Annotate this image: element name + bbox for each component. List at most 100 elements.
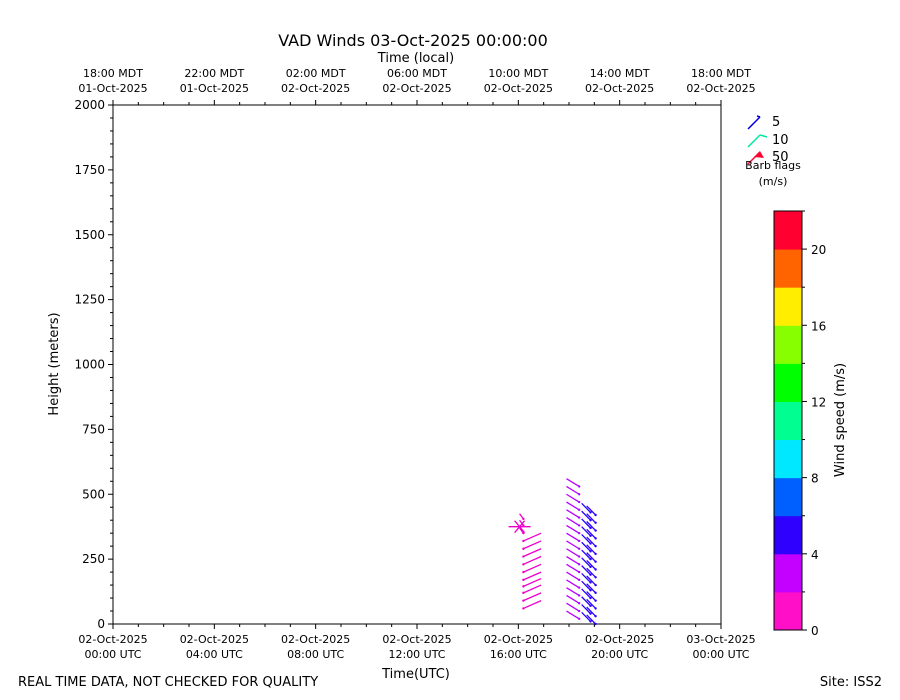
x-tick-time: 20:00 UTC — [591, 648, 648, 661]
colorbar-segment — [774, 363, 802, 402]
wind-barb — [566, 478, 580, 488]
colorbar-tick-label: 4 — [811, 548, 819, 562]
barb-station-dot — [522, 555, 525, 558]
barb-station-dot — [577, 508, 581, 512]
wind-barb — [586, 614, 597, 625]
barb-station-dot — [589, 604, 592, 608]
barb-station-dot — [577, 578, 581, 582]
barb-station-dot — [594, 599, 597, 602]
top-tick-date: 02-Oct-2025 — [281, 82, 350, 95]
wind-barb — [566, 493, 580, 503]
top-tick-date: 01-Oct-2025 — [180, 82, 249, 95]
barb-station-dot — [589, 534, 592, 537]
barb-legend-title: Barb flags — [745, 159, 801, 172]
wind-barb — [586, 598, 597, 609]
wind-barb — [566, 517, 580, 526]
top-tick-time: 06:00 MDT — [387, 67, 447, 80]
colorbar-tick-label: 0 — [811, 624, 819, 638]
y-tick-label: 1500 — [74, 228, 105, 242]
barb-station-dot — [522, 539, 525, 543]
wind-barb — [566, 524, 580, 534]
wind-barb — [566, 548, 580, 558]
wind-barb — [566, 485, 580, 495]
chart-title: VAD Winds 03-Oct-2025 00:00:00 — [278, 31, 548, 50]
wind-barb — [586, 521, 597, 532]
x-tick-time: 00:00 UTC — [692, 648, 749, 661]
x-axis-label: Time(UTC) — [381, 667, 450, 682]
x-tick-time: 12:00 UTC — [388, 648, 445, 661]
x-tick-time: 16:00 UTC — [490, 648, 547, 661]
colorbar-frame — [773, 210, 803, 631]
barb-station-dot — [577, 539, 581, 543]
barb-station-dot — [522, 578, 525, 582]
wind-barb — [581, 596, 591, 607]
barb-station-dot — [577, 500, 581, 504]
barb-station-dot — [589, 573, 592, 576]
barb-legend-symbol — [754, 151, 764, 158]
wind-barb — [523, 563, 542, 573]
barb-station-dot — [594, 552, 597, 556]
barb-station-dot — [577, 493, 581, 496]
wind-barb — [581, 604, 591, 615]
barb-station-dot — [589, 589, 592, 592]
wind-barb — [581, 534, 591, 545]
wind-barb — [566, 555, 580, 565]
barb-station-dot — [589, 526, 592, 530]
wind-barb — [523, 592, 542, 602]
x-tick-time: 04:00 UTC — [186, 648, 243, 661]
top-tick-date: 02-Oct-2025 — [382, 82, 451, 95]
wind-barb — [581, 510, 591, 521]
barb-station-dot — [522, 517, 525, 521]
barb-legend-label: 5 — [772, 115, 780, 130]
colorbar-segment — [774, 553, 802, 593]
barb-station-dot — [522, 563, 525, 566]
wind-barb — [523, 548, 542, 558]
top-tick-time: 14:00 MDT — [590, 67, 650, 80]
site-label: Site: ISS2 — [820, 675, 882, 690]
barb-station-dot — [594, 513, 597, 517]
colorbar-segment — [774, 591, 802, 631]
barb-station-dot — [589, 550, 592, 553]
wind-barb — [586, 505, 597, 516]
wind-barb — [566, 563, 580, 573]
barb-station-dot — [522, 607, 525, 610]
wind-barb — [586, 583, 597, 594]
y-tick-label: 2000 — [74, 98, 105, 112]
wind-barb — [566, 540, 580, 550]
barb-station-dot — [594, 568, 597, 571]
top-tick-time: 02:00 MDT — [286, 67, 346, 80]
barb-station-dot — [522, 570, 525, 574]
colorbar-segment — [774, 211, 802, 250]
barb-station-dot — [522, 591, 525, 595]
barb-station-dot — [577, 570, 581, 574]
wind-barb — [581, 526, 591, 537]
y-tick-label: 1000 — [74, 358, 105, 372]
wind-barb — [581, 611, 591, 622]
y-axis-label: Height (meters) — [47, 312, 62, 415]
top-tick-date: 02-Oct-2025 — [484, 82, 553, 95]
barb-station-dot — [522, 585, 525, 588]
wind-barb — [581, 565, 591, 576]
barb-station-dot — [522, 599, 525, 602]
wind-barb — [581, 557, 591, 568]
colorbar-segment — [774, 325, 802, 364]
y-tick-label: 250 — [82, 552, 105, 566]
barb-station-dot — [577, 516, 581, 519]
barb-station-dot — [594, 560, 597, 563]
wind-barb — [586, 591, 597, 602]
top-tick-date: 02-Oct-2025 — [585, 82, 654, 95]
x-tick-date: 02-Oct-2025 — [180, 633, 249, 646]
top-tick-date: 02-Oct-2025 — [686, 82, 755, 95]
wind-barb — [566, 571, 580, 581]
x-tick-date: 03-Oct-2025 — [686, 633, 755, 646]
barb-station-dot — [589, 620, 592, 623]
wind-barb — [523, 600, 542, 610]
colorbar-tick-label: 16 — [811, 319, 826, 333]
wind-barb — [586, 536, 597, 547]
barb-station-dot — [589, 581, 592, 584]
wind-barb — [523, 555, 542, 565]
colorbar-segment — [774, 287, 802, 326]
x-axis: 02-Oct-2025 00:00 UTC 02-Oct-2025 04:00 UTC… — [78, 624, 756, 661]
barb-station-dot — [594, 529, 597, 532]
